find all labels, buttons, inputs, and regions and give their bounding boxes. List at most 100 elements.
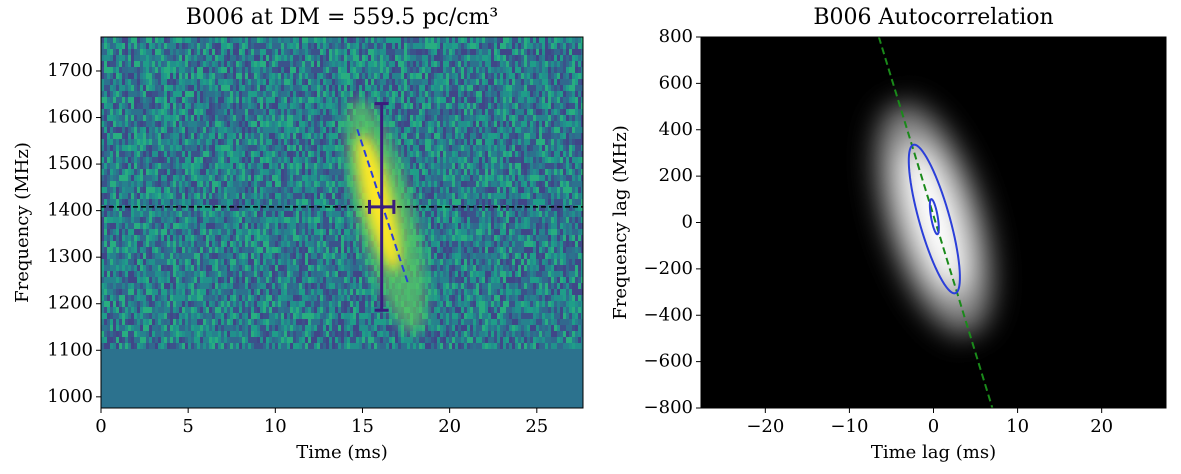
noise-cell: [170, 217, 173, 223]
noise-cell: [194, 55, 197, 61]
noise-cell: [251, 133, 254, 139]
noise-cell: [152, 49, 155, 55]
noise-cell: [248, 151, 251, 157]
noise-cell: [179, 139, 182, 145]
noise-cell: [458, 67, 461, 73]
noise-cell: [422, 109, 425, 115]
noise-cell: [245, 103, 248, 109]
noise-cell: [497, 145, 500, 151]
noise-cell: [503, 157, 506, 163]
noise-cell: [314, 43, 317, 49]
noise-cell: [473, 49, 476, 55]
noise-cell: [275, 61, 278, 67]
noise-cell: [305, 37, 308, 43]
noise-cell: [179, 181, 182, 187]
noise-cell: [413, 193, 416, 199]
noise-cell: [344, 67, 347, 73]
noise-cell: [320, 97, 323, 103]
noise-cell: [479, 79, 482, 85]
noise-cell: [227, 55, 230, 61]
noise-cell: [527, 217, 530, 223]
noise-cell: [515, 43, 518, 49]
noise-cell: [578, 61, 581, 67]
noise-cell: [470, 151, 473, 157]
noise-cell: [227, 145, 230, 151]
noise-cell: [137, 97, 140, 103]
noise-cell: [428, 79, 431, 85]
noise-cell: [425, 115, 428, 121]
noise-cell: [212, 91, 215, 97]
noise-cell: [500, 67, 503, 73]
noise-cell: [488, 49, 491, 55]
noise-cell: [530, 211, 533, 217]
noise-cell: [473, 187, 476, 193]
noise-cell: [296, 145, 299, 151]
noise-cell: [275, 211, 278, 217]
noise-cell: [344, 103, 347, 109]
noise-cell: [374, 55, 377, 61]
noise-cell: [308, 49, 311, 55]
noise-cell: [107, 43, 110, 49]
noise-cell: [404, 79, 407, 85]
noise-cell: [242, 85, 245, 91]
noise-cell: [113, 109, 116, 115]
noise-cell: [155, 193, 158, 199]
noise-cell: [503, 49, 506, 55]
noise-cell: [296, 139, 299, 145]
noise-cell: [350, 61, 353, 67]
noise-cell: [293, 73, 296, 79]
noise-cell: [299, 127, 302, 133]
noise-cell: [215, 37, 218, 43]
noise-cell: [116, 169, 119, 175]
noise-cell: [116, 43, 119, 49]
noise-cell: [113, 139, 116, 145]
noise-cell: [254, 97, 257, 103]
noise-cell: [290, 175, 293, 181]
noise-cell: [209, 103, 212, 109]
noise-cell: [332, 85, 335, 91]
noise-cell: [188, 175, 191, 181]
noise-cell: [458, 133, 461, 139]
noise-cell: [275, 49, 278, 55]
noise-cell: [539, 91, 542, 97]
noise-cell: [245, 157, 248, 163]
noise-cell: [209, 121, 212, 127]
noise-cell: [164, 217, 167, 223]
noise-cell: [329, 145, 332, 151]
noise-cell: [392, 109, 395, 115]
noise-cell: [329, 97, 332, 103]
noise-cell: [419, 49, 422, 55]
noise-cell: [218, 145, 221, 151]
noise-cell: [386, 49, 389, 55]
noise-cell: [272, 205, 275, 211]
noise-cell: [548, 91, 551, 97]
noise-cell: [128, 133, 131, 139]
noise-cell: [182, 73, 185, 79]
noise-cell: [317, 133, 320, 139]
noise-cell: [251, 61, 254, 67]
noise-cell: [521, 61, 524, 67]
noise-cell: [317, 163, 320, 169]
noise-cell: [119, 73, 122, 79]
noise-cell: [170, 103, 173, 109]
noise-cell: [287, 43, 290, 49]
noise-cell: [269, 175, 272, 181]
noise-cell: [191, 91, 194, 97]
noise-cell: [173, 145, 176, 151]
noise-cell: [233, 97, 236, 103]
noise-cell: [104, 67, 107, 73]
noise-cell: [317, 217, 320, 223]
noise-cell: [182, 145, 185, 151]
noise-cell: [158, 193, 161, 199]
noise-cell: [548, 175, 551, 181]
noise-cell: [443, 121, 446, 127]
noise-cell: [404, 163, 407, 169]
noise-cell: [149, 163, 152, 169]
noise-cell: [113, 91, 116, 97]
noise-cell: [266, 205, 269, 211]
noise-cell: [389, 127, 392, 133]
noise-cell: [302, 163, 305, 169]
noise-cell: [500, 43, 503, 49]
noise-cell: [242, 199, 245, 205]
noise-cell: [482, 121, 485, 127]
